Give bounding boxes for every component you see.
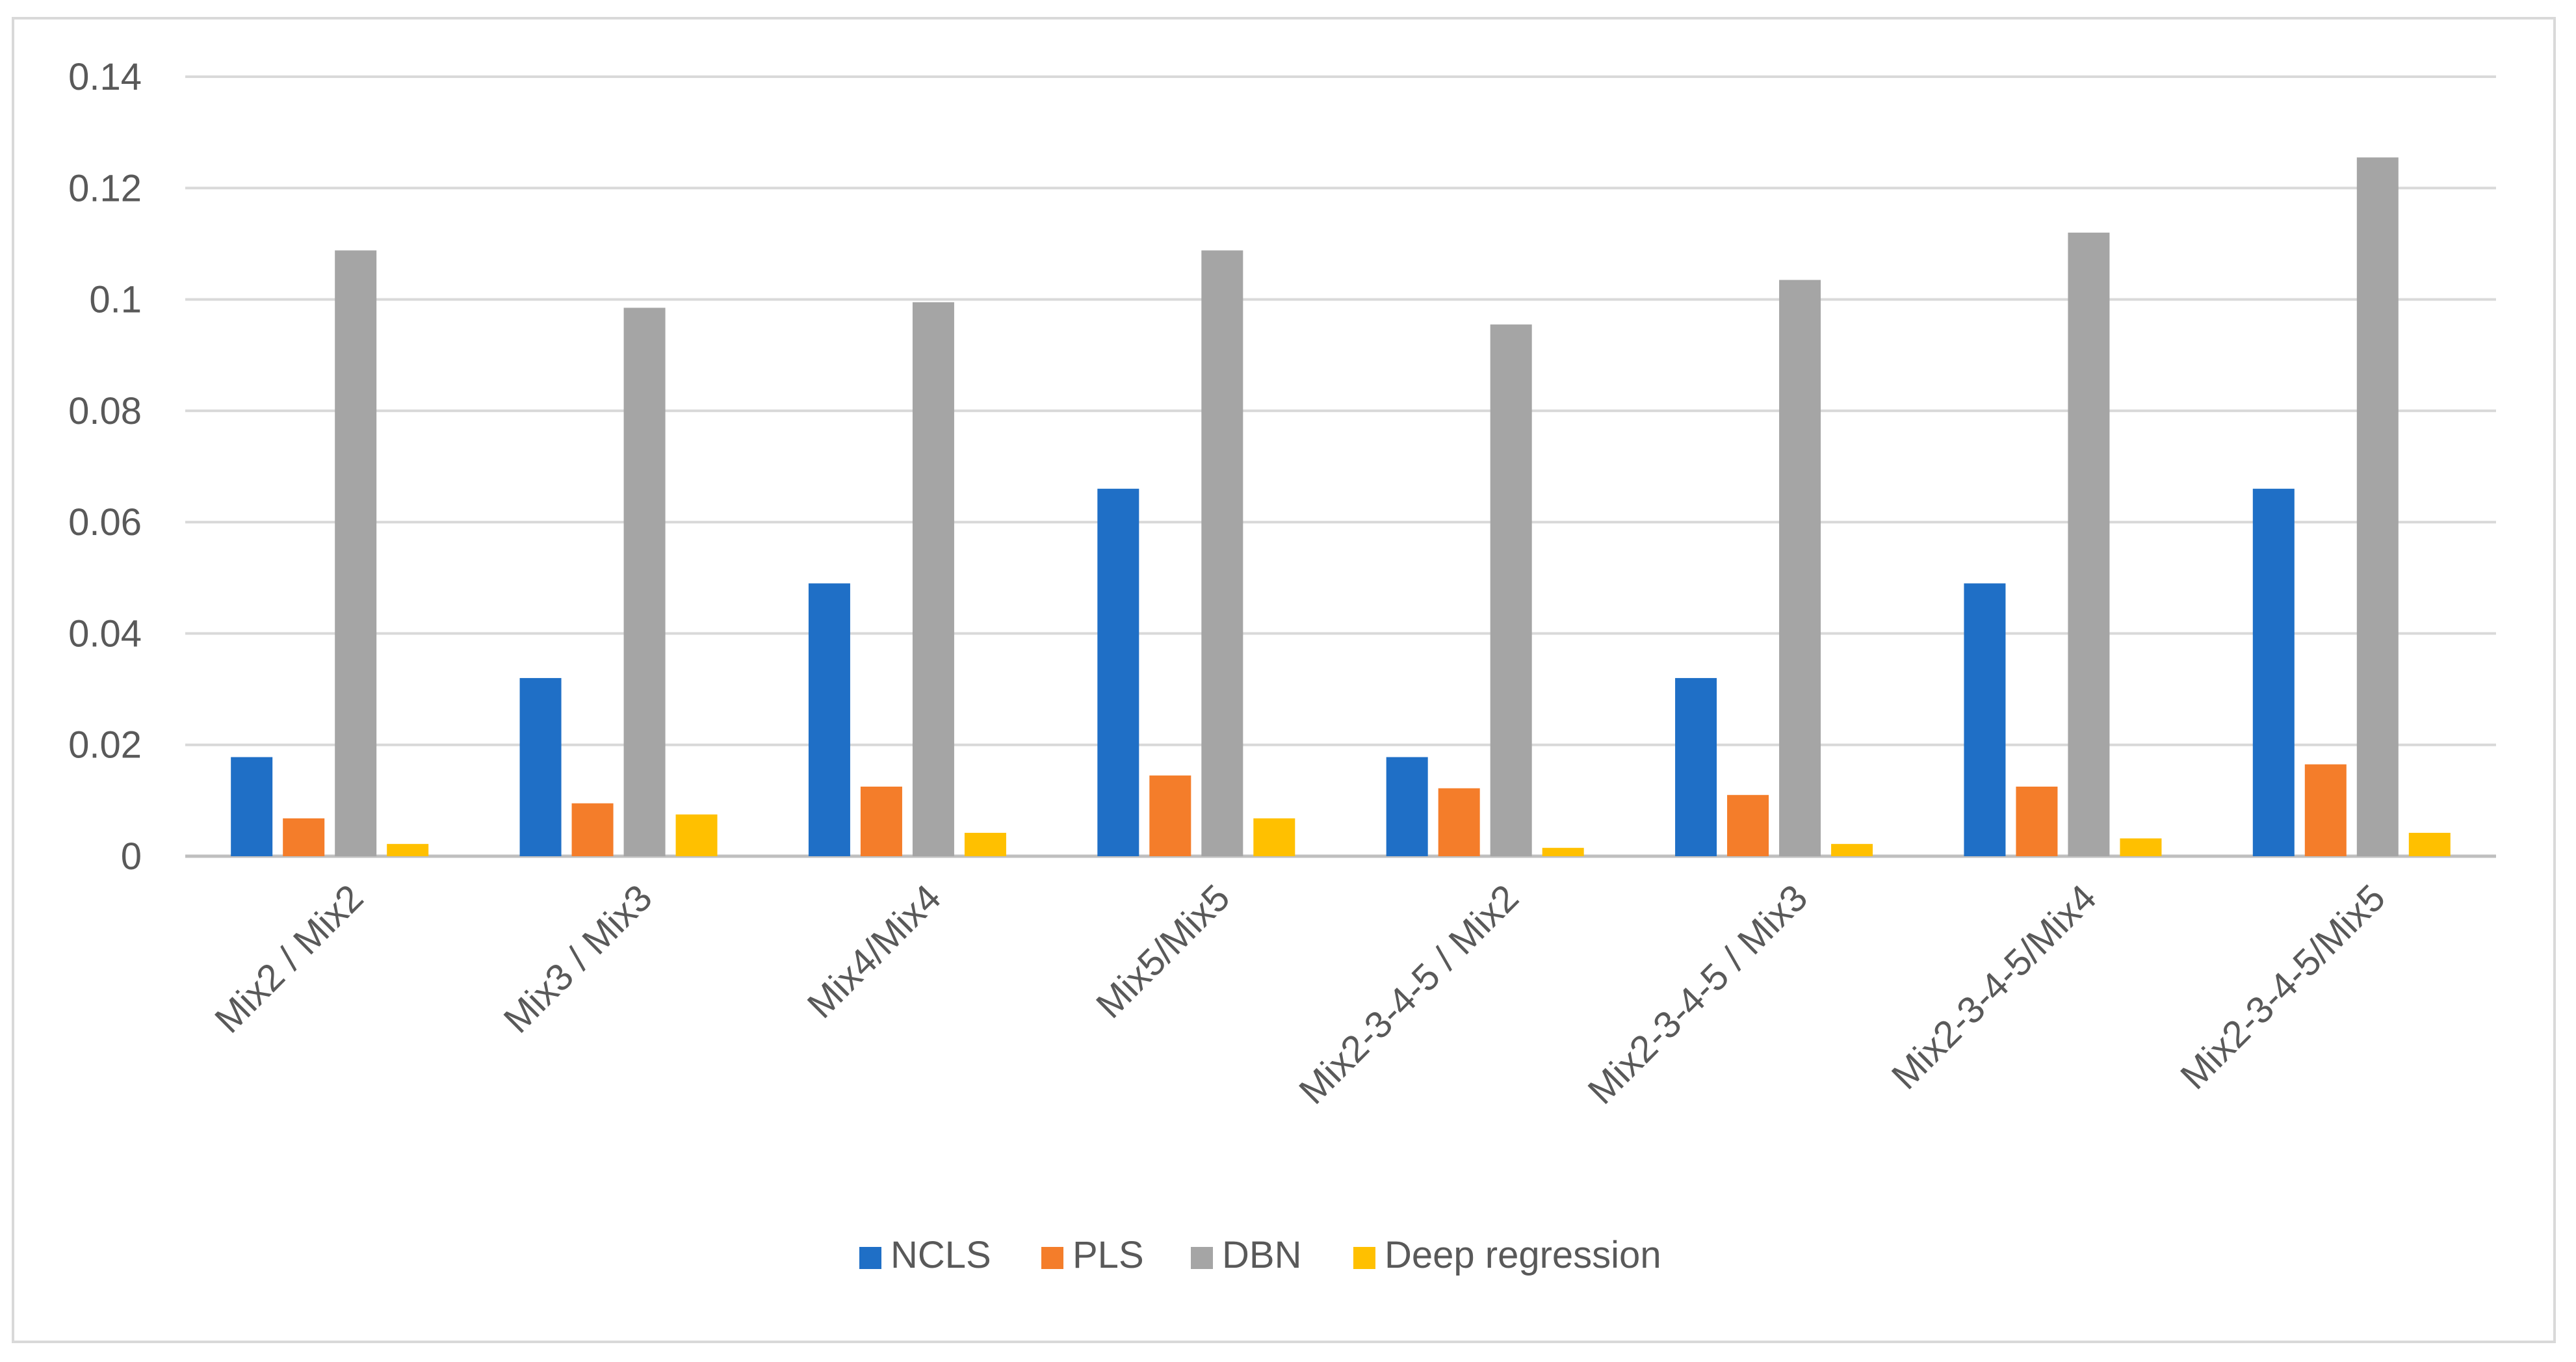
bar-pls: [860, 786, 902, 856]
bar-deep-regression: [964, 833, 1006, 856]
legend-label: NCLS: [891, 1234, 991, 1276]
bar-pls: [2016, 786, 2058, 856]
x-category-label: Mix2-3-4-5/Mix4: [1884, 876, 2105, 1097]
legend-label: PLS: [1073, 1234, 1144, 1276]
y-tick-label: 0.04: [68, 612, 142, 655]
bar-dbn: [912, 302, 954, 856]
bars: [231, 157, 2451, 857]
x-category-label: Mix2 / Mix2: [207, 876, 371, 1041]
y-tick-label: 0.14: [68, 56, 142, 98]
bar-dbn: [623, 308, 666, 856]
y-tick-label: 0.08: [68, 390, 142, 432]
bar-pls: [283, 818, 325, 856]
bar-deep-regression: [675, 814, 718, 856]
x-category-label: Mix2-3-4-5 / Mix2: [1291, 876, 1527, 1112]
legend-swatch: [1041, 1247, 1063, 1269]
x-category-label: Mix5/Mix5: [1088, 876, 1238, 1027]
bar-deep-regression: [1831, 844, 1873, 856]
bar-ncls: [519, 677, 562, 856]
y-tick-label: 0.02: [68, 724, 142, 766]
legend: NCLS PLS DBN Deep regression: [859, 1234, 1661, 1276]
chart-frame: [12, 17, 2556, 1343]
x-category-label: Mix2-3-4-5 / Mix3: [1580, 876, 1816, 1112]
bar-ncls: [1386, 757, 1428, 856]
bar-dbn: [1779, 280, 1821, 856]
bar-pls: [571, 803, 614, 856]
y-axis-ticks: 0 0.02 0.04 0.06 0.08 0.1 0.12 0.14: [68, 56, 142, 878]
bar-dbn: [2068, 232, 2110, 856]
bar-ncls: [1097, 488, 1139, 856]
bar-ncls: [1964, 583, 2006, 856]
legend-label: Deep regression: [1385, 1234, 1661, 1276]
legend-swatch: [859, 1247, 881, 1269]
legend-swatch: [1191, 1247, 1213, 1269]
y-tick-label: 0.12: [68, 167, 142, 209]
bar-deep-regression: [1253, 818, 1295, 856]
bar-dbn: [335, 250, 377, 857]
y-tick-label: 0.06: [68, 501, 142, 543]
x-category-label: Mix2-3-4-5/Mix5: [2172, 876, 2393, 1097]
bar-ncls: [1675, 677, 1717, 856]
x-category-label: Mix4/Mix4: [800, 876, 950, 1027]
legend-label: DBN: [1222, 1234, 1301, 1276]
bar-dbn: [2356, 157, 2399, 857]
legend-swatch: [1353, 1247, 1375, 1269]
bar-pls: [1438, 788, 1480, 856]
bar-deep-regression: [2120, 838, 2162, 856]
gridlines: [185, 75, 2496, 858]
bar-ncls: [808, 583, 850, 856]
bar-pls: [2304, 764, 2347, 856]
bar-deep-regression: [1542, 848, 1584, 856]
x-category-label: Mix3 / Mix3: [495, 876, 660, 1041]
bar-ncls: [2252, 488, 2295, 856]
bar-pls: [1149, 775, 1191, 856]
bar-deep-regression: [387, 844, 429, 856]
y-tick-label: 0.1: [89, 279, 142, 321]
bar-dbn: [1490, 324, 1532, 856]
y-tick-label: 0: [121, 835, 142, 878]
bar-pls: [1727, 794, 1769, 856]
x-axis-categories: Mix2 / Mix2 Mix3 / Mix3 Mix4/Mix4 Mix5/Mix5…: [207, 876, 2393, 1112]
bar-dbn: [1201, 250, 1243, 857]
bar-deep-regression: [2408, 833, 2451, 856]
bar-ncls: [231, 757, 273, 856]
